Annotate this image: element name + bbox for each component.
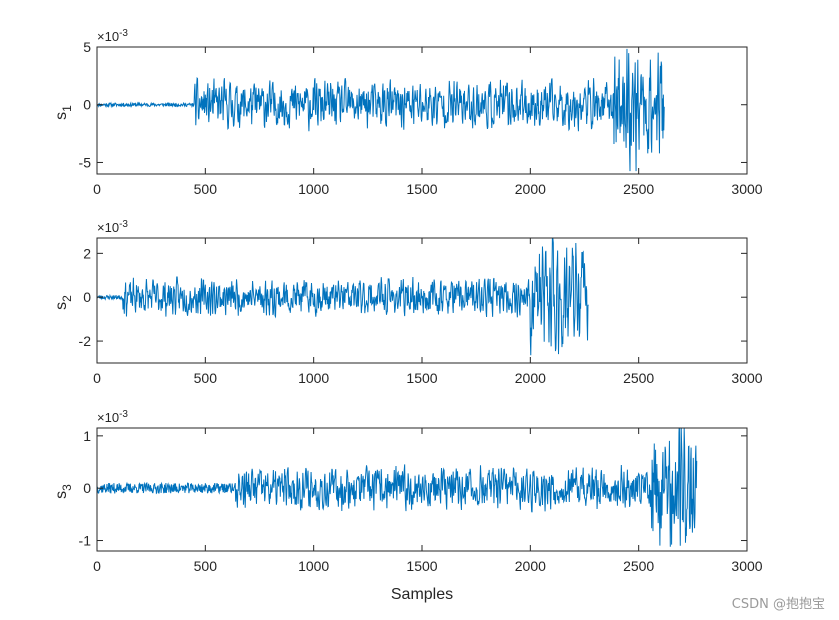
y-tick-label: 5 — [83, 39, 91, 55]
x-tick-label: 2000 — [515, 558, 546, 574]
x-tick-label: 2000 — [515, 370, 546, 386]
x-tick-label: 0 — [93, 558, 101, 574]
x-tick-label: 2500 — [623, 181, 654, 197]
x-tick-label: 1000 — [298, 558, 329, 574]
exponent-label: ×10-3 — [97, 219, 128, 235]
axes-box — [96, 237, 748, 364]
exponent-power: -3 — [119, 28, 128, 39]
x-tick-label: 3000 — [731, 181, 762, 197]
y-axis-label: s3 — [53, 484, 74, 499]
x-tick-label: 3000 — [731, 370, 762, 386]
y-axis-label-subscript: 1 — [60, 105, 74, 112]
x-tick-label: 2000 — [515, 181, 546, 197]
x-tick-label: 0 — [93, 181, 101, 197]
exponent-label: ×10-3 — [97, 409, 128, 425]
x-tick-label: 1500 — [406, 181, 437, 197]
x-tick-label: 500 — [194, 181, 218, 197]
signal-line-3 — [97, 428, 698, 547]
subplot-3: 0 500 1000 1500 2000 2500 3000-101×10-3s3Sampl… — [53, 409, 763, 603]
y-tick-label: -5 — [79, 154, 92, 170]
x-tick-label: 500 — [194, 370, 218, 386]
exponent-power: -3 — [119, 219, 128, 230]
y-axis-label-subscript: 3 — [60, 484, 74, 491]
y-tick-label: 1 — [83, 428, 91, 444]
subplot-2: 0 500 1000 1500 2000 2500 3000 -2 0 2 ×10-3 s2 — [53, 219, 763, 386]
watermark-text: CSDN @抱抱宝 — [731, 597, 825, 612]
x-tick-label: 2500 — [623, 558, 654, 574]
exponent-power: -3 — [119, 409, 128, 420]
subplot-1: 0 500 1000 1500 2000 2500 3000-505×10-3s1 — [53, 28, 763, 197]
y-tick-label: -1 — [79, 533, 92, 549]
y-tick-label: 2 — [83, 245, 91, 261]
y-axis-label: s2 — [53, 295, 74, 310]
x-tick-label: 0 — [93, 370, 101, 386]
x-axis-label: Samples — [391, 586, 453, 603]
y-axis-label-subscript: 2 — [60, 295, 74, 302]
x-tick-label: 2500 — [623, 370, 654, 386]
exponent-label: ×10-3 — [97, 28, 128, 44]
y-axis-label: s1 — [53, 105, 74, 120]
x-tick-label: 500 — [194, 558, 218, 574]
signal-line-1 — [97, 48, 665, 172]
y-tick-label: 0 — [83, 97, 91, 113]
y-tick-label: 0 — [83, 289, 91, 305]
y-tick-label: 0 — [83, 480, 91, 496]
x-tick-label: 1500 — [406, 370, 437, 386]
signal-line-2 — [97, 238, 589, 356]
x-tick-label: 1000 — [298, 370, 329, 386]
x-tick-label: 1000 — [298, 181, 329, 197]
x-tick-label: 1500 — [406, 558, 437, 574]
x-tick-label: 3000 — [731, 558, 762, 574]
y-tick-label: -2 — [79, 333, 92, 349]
